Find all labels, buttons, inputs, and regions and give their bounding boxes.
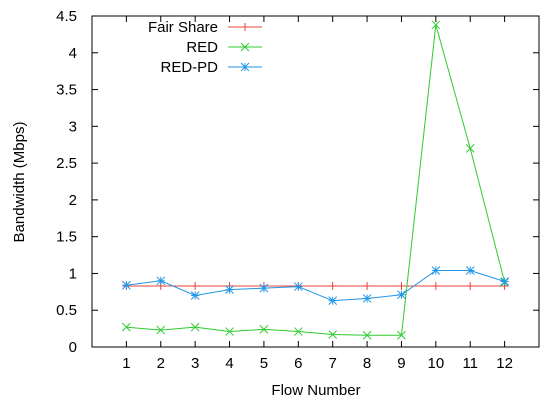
data-point-red-pd <box>122 280 131 290</box>
y-tick-label: 1.5 <box>56 229 77 246</box>
legend-swatch-marker <box>240 62 250 72</box>
x-tick-label: 8 <box>363 355 371 372</box>
legend-label: Fair Share <box>148 19 218 36</box>
data-point-red-pd <box>328 296 338 306</box>
data-point-fair-share <box>191 281 200 290</box>
x-tick-label: 2 <box>157 355 165 372</box>
legend-label: RED <box>186 39 218 56</box>
data-point-red <box>156 325 166 335</box>
y-tick-label: 0 <box>69 339 77 356</box>
data-point-fair-share <box>466 281 475 290</box>
data-point-red <box>465 144 475 153</box>
data-point-red <box>225 327 234 336</box>
x-tick-label: 1 <box>122 355 130 372</box>
data-point-red <box>431 20 441 30</box>
x-tick-label: 11 <box>462 355 478 372</box>
data-point-red <box>362 330 372 340</box>
y-tick-label: 3 <box>69 118 77 135</box>
legend-swatch-marker <box>240 42 250 52</box>
x-tick-label: 10 <box>428 355 445 372</box>
legend-item-red-pd: RED-PD <box>160 59 262 76</box>
series-layer <box>122 20 509 340</box>
legend-item-red: RED <box>186 39 262 56</box>
y-tick-label: 0.5 <box>56 302 77 319</box>
y-tick-label: 3.5 <box>56 82 77 99</box>
y-tick-label: 4.5 <box>56 8 77 25</box>
data-point-red-pd <box>190 291 200 300</box>
data-point-red-pd <box>397 290 406 300</box>
y-tick-label: 1 <box>69 265 77 282</box>
legend-swatch-marker <box>241 23 249 31</box>
y-tick-label: 2.5 <box>56 155 77 172</box>
data-point-red-pd <box>225 285 234 294</box>
data-point-red <box>190 322 200 332</box>
x-tick-label: 9 <box>397 355 405 372</box>
data-point-red-pd <box>259 283 269 293</box>
x-tick-label: 5 <box>260 355 268 372</box>
data-point-red <box>328 330 338 339</box>
series-line-red-pd <box>126 270 505 302</box>
legend-label: RED-PD <box>160 59 218 76</box>
data-point-fair-share <box>397 281 406 290</box>
data-point-red-pd <box>500 277 509 286</box>
x-tick-label: 3 <box>191 355 199 372</box>
y-axis-label: Bandwidth (Mbps) <box>11 122 28 243</box>
y-tick-label: 4 <box>69 45 77 62</box>
y-tick-label: 2 <box>69 192 77 209</box>
plot-frame <box>91 15 540 348</box>
x-axis-label: Flow Number <box>271 382 360 399</box>
data-point-red-pd <box>293 282 303 292</box>
x-tick-label: 12 <box>496 355 513 372</box>
data-point-fair-share <box>431 281 440 290</box>
legend-item-fair-share: Fair Share <box>148 19 262 36</box>
series-line-red <box>126 24 506 336</box>
data-point-red <box>397 330 406 340</box>
data-point-fair-share <box>363 281 372 290</box>
axis-ticks <box>92 15 539 348</box>
x-tick-label: 6 <box>294 355 302 372</box>
data-point-red <box>293 327 303 336</box>
data-point-red-pd <box>431 266 441 275</box>
data-point-red-pd <box>465 266 475 275</box>
x-tick-label: 4 <box>225 355 233 372</box>
legend: Fair Share RED RED-PD <box>148 19 262 76</box>
data-point-fair-share <box>328 281 337 290</box>
data-point-red <box>259 324 269 334</box>
data-point-red <box>122 322 131 332</box>
data-point-red-pd <box>362 294 372 303</box>
x-tick-label: 7 <box>329 355 337 372</box>
data-point-red-pd <box>156 276 166 286</box>
